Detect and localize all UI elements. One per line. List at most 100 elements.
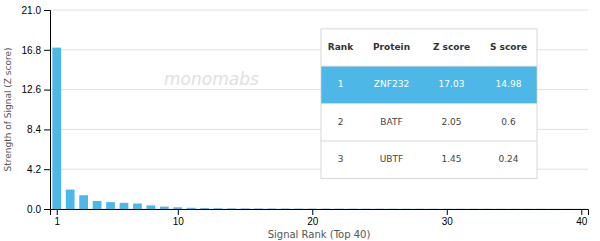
bar — [66, 190, 75, 209]
table-cell: 0.6 — [501, 117, 516, 127]
bar — [375, 208, 384, 209]
table-cell: 0.24 — [498, 154, 518, 164]
bar — [281, 208, 290, 209]
bar — [200, 208, 209, 209]
bar — [442, 208, 451, 209]
bar — [106, 202, 115, 209]
bar — [120, 203, 129, 209]
y-tick-mark — [44, 90, 50, 91]
bar — [496, 208, 505, 209]
table-separator — [321, 66, 537, 67]
bar — [483, 208, 492, 209]
y-tick: 4.2 — [27, 164, 50, 175]
x-tick-label: 20 — [307, 216, 319, 227]
y-tick: 21.0 — [22, 5, 50, 16]
y-axis-title: Strength of Signal (Z score) — [3, 47, 13, 171]
y-tick-mark — [44, 169, 50, 170]
bar — [563, 208, 572, 209]
bar — [416, 208, 425, 209]
x-tick-mark — [178, 209, 179, 215]
y-tick-label: 12.6 — [22, 84, 42, 95]
bar — [241, 208, 250, 209]
bar — [510, 208, 519, 209]
chart: monomabs 1 10 20 30 40 0.0 4.2 8.4 12.6 16.8 21.0 Si… — [0, 0, 600, 241]
x-tick: 20 — [307, 209, 319, 227]
y-axis-line — [44, 11, 51, 210]
bar — [550, 208, 559, 209]
y-tick-label: 4.2 — [27, 164, 41, 175]
bar — [321, 208, 330, 209]
x-tick-mark — [312, 209, 313, 215]
table-cell: BATF — [380, 117, 402, 127]
bar — [348, 208, 357, 209]
bar — [429, 208, 438, 209]
bar — [254, 208, 263, 209]
table-row-bg — [321, 104, 537, 141]
x-axis-line — [51, 210, 589, 216]
x-tick-mark — [57, 209, 58, 215]
y-tick-mark — [44, 10, 50, 11]
bar — [577, 208, 586, 209]
x-tick: 30 — [442, 209, 454, 227]
table-cell: 14.98 — [496, 79, 522, 89]
table-header: Rank — [328, 42, 354, 52]
y-tick-label: 21.0 — [22, 5, 42, 16]
bar — [52, 48, 61, 209]
watermark: monomabs — [164, 69, 259, 89]
bars — [52, 48, 585, 209]
bar — [173, 207, 182, 209]
bar — [227, 208, 236, 209]
table-row-bg — [321, 141, 537, 178]
y-tick-mark — [44, 129, 50, 130]
bar — [294, 208, 303, 209]
y-tick: 8.4 — [27, 124, 50, 135]
grid — [50, 10, 588, 209]
x-tick-label: 10 — [173, 216, 185, 227]
x-axis-title: Signal Rank (Top 40) — [268, 229, 371, 240]
bar — [469, 208, 478, 209]
table-header-bg — [321, 29, 537, 66]
bar — [214, 208, 223, 209]
x-tick: 1 — [54, 209, 60, 227]
x-tick-mark — [581, 209, 582, 215]
bar — [268, 208, 277, 209]
bar — [187, 208, 196, 209]
y-tick-label: 0.0 — [27, 204, 41, 215]
table-cell: 1.45 — [441, 154, 461, 164]
table-separator — [321, 140, 537, 141]
y-tick-label: 8.4 — [27, 124, 41, 135]
table-cell: 2.05 — [441, 117, 461, 127]
y-tick: 16.8 — [22, 45, 50, 56]
x-tick: 10 — [173, 209, 185, 227]
table-cell: 1 — [338, 79, 344, 89]
x-tick-label: 40 — [576, 216, 588, 227]
bar — [308, 208, 317, 209]
y-tick: 0.0 — [27, 204, 50, 215]
x-tick-mark — [447, 209, 448, 215]
y-tick-label: 16.8 — [22, 45, 42, 56]
bar — [537, 208, 546, 209]
y-tick: 12.6 — [22, 84, 50, 95]
plot: monomabs 1 10 20 30 40 0.0 4.2 8.4 12.6 16.8 21.0 — [22, 5, 589, 227]
table-cell: UBTF — [380, 154, 403, 164]
bar — [160, 207, 169, 209]
table-border — [321, 29, 537, 178]
y-tick-mark — [44, 50, 50, 51]
table-header: S score — [490, 42, 527, 52]
table-cell: ZNF232 — [374, 79, 409, 89]
y-tick-mark — [44, 209, 50, 210]
x-tick: 40 — [576, 209, 588, 227]
bar — [133, 204, 142, 209]
table-cell: 2 — [338, 117, 344, 127]
table-header: Z score — [433, 42, 470, 52]
bar — [93, 201, 102, 209]
x-tick-label: 30 — [442, 216, 454, 227]
table-cell: 17.03 — [439, 79, 465, 89]
bar — [335, 208, 344, 209]
bar — [402, 208, 411, 209]
bar — [79, 195, 88, 209]
x-tick-label: 1 — [54, 216, 60, 227]
table-highlight-row — [321, 66, 537, 103]
bar — [523, 208, 532, 209]
grid-line — [50, 10, 588, 11]
